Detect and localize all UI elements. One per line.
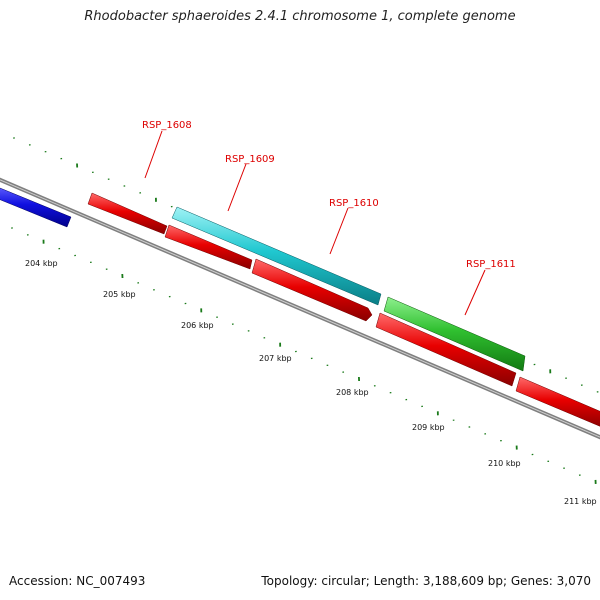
tick-label-group: 204 kbp 205 kbp 206 kbp 207 kbp 208 kbp … bbox=[25, 259, 597, 506]
gene-label[interactable]: RSP_1611 bbox=[466, 259, 516, 270]
gene-feature-red[interactable] bbox=[515, 376, 600, 428]
gene-feature-green[interactable] bbox=[383, 296, 526, 372]
gene-label[interactable]: RSP_1610 bbox=[329, 198, 379, 209]
tick-label: 207 kbp bbox=[259, 354, 292, 363]
gene-feature-red[interactable] bbox=[164, 224, 253, 270]
gene-feature-red[interactable] bbox=[375, 312, 517, 387]
gene-feature-cyan[interactable] bbox=[171, 206, 382, 306]
gene-feature-red[interactable] bbox=[87, 192, 168, 235]
gene-label-group: RSP_1608 RSP_1609 RSP_1610 RSP_1611 bbox=[142, 120, 516, 316]
tick-label: 208 kbp bbox=[336, 388, 369, 397]
map-title: Rhodobacter sphaeroides 2.4.1 chromosome… bbox=[84, 9, 516, 24]
gene-label[interactable]: RSP_1608 bbox=[142, 120, 192, 131]
inner-tick-ring bbox=[11, 227, 597, 484]
tick-label: 204 kbp bbox=[25, 259, 58, 268]
gene-label[interactable]: RSP_1609 bbox=[225, 154, 275, 165]
tick-label: 205 kbp bbox=[103, 290, 136, 299]
tick-label: 206 kbp bbox=[181, 321, 214, 330]
chromosome-backbone bbox=[0, 177, 600, 440]
gene-feature-red[interactable] bbox=[251, 258, 373, 322]
tick-label: 211 kbp bbox=[564, 497, 597, 506]
tick-label: 209 kbp bbox=[412, 423, 445, 432]
genome-stats-text: Topology: circular; Length: 3,188,609 bp… bbox=[261, 574, 591, 588]
accession-text: Accession: NC_007493 bbox=[9, 574, 146, 588]
gene-features bbox=[0, 186, 600, 428]
tick-label: 210 kbp bbox=[488, 459, 521, 468]
gene-feature-blue[interactable] bbox=[0, 186, 72, 228]
